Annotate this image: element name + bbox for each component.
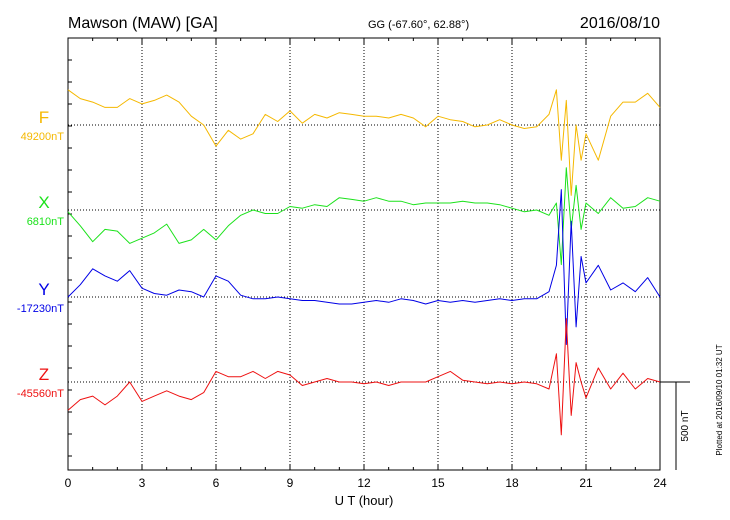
series-line-x <box>67 167 661 266</box>
x-ticks: 0 3 6 9 12 15 18 21 24 <box>65 37 667 490</box>
series-name-f: F <box>39 108 49 127</box>
series-name-y: Y <box>38 280 49 299</box>
series-line-f <box>67 89 661 196</box>
series-group <box>67 89 661 436</box>
scale-bar: 500 nT <box>660 381 691 470</box>
x-tick-label: 21 <box>579 476 593 490</box>
x-tick-label: 6 <box>213 476 220 490</box>
series-line-y <box>67 189 661 345</box>
scale-bar-label: 500 nT <box>680 410 691 441</box>
x-axis-label: U T (hour) <box>335 493 394 508</box>
series-line-z <box>67 318 661 436</box>
x-tick-label: 0 <box>65 476 72 490</box>
x-tick-label: 15 <box>431 476 445 490</box>
chart-title: Mawson (MAW) [GA] <box>68 15 218 32</box>
series-name-z: Z <box>39 365 49 384</box>
series-name-x: X <box>38 193 49 212</box>
baseline-value-z: -45560nT <box>17 388 64 400</box>
chart-date: 2016/08/10 <box>580 15 660 32</box>
series-labels: F 49200nT X 6810nT Y -17230nT Z -45560nT <box>17 108 64 400</box>
plotted-timestamp: Plotted at 2016/09/10 01:32 UT <box>715 344 724 455</box>
baseline-value-f: 49200nT <box>21 131 65 143</box>
grid <box>68 38 660 470</box>
baseline-value-y: -17230nT <box>17 303 64 315</box>
x-tick-label: 3 <box>139 476 146 490</box>
x-tick-label: 12 <box>357 476 371 490</box>
x-tick-label: 18 <box>505 476 519 490</box>
chart-coords: GG (-67.60°, 62.88°) <box>368 19 469 31</box>
x-tick-label: 9 <box>287 476 294 490</box>
x-tick-label: 24 <box>653 476 667 490</box>
baseline-value-x: 6810nT <box>27 216 65 228</box>
